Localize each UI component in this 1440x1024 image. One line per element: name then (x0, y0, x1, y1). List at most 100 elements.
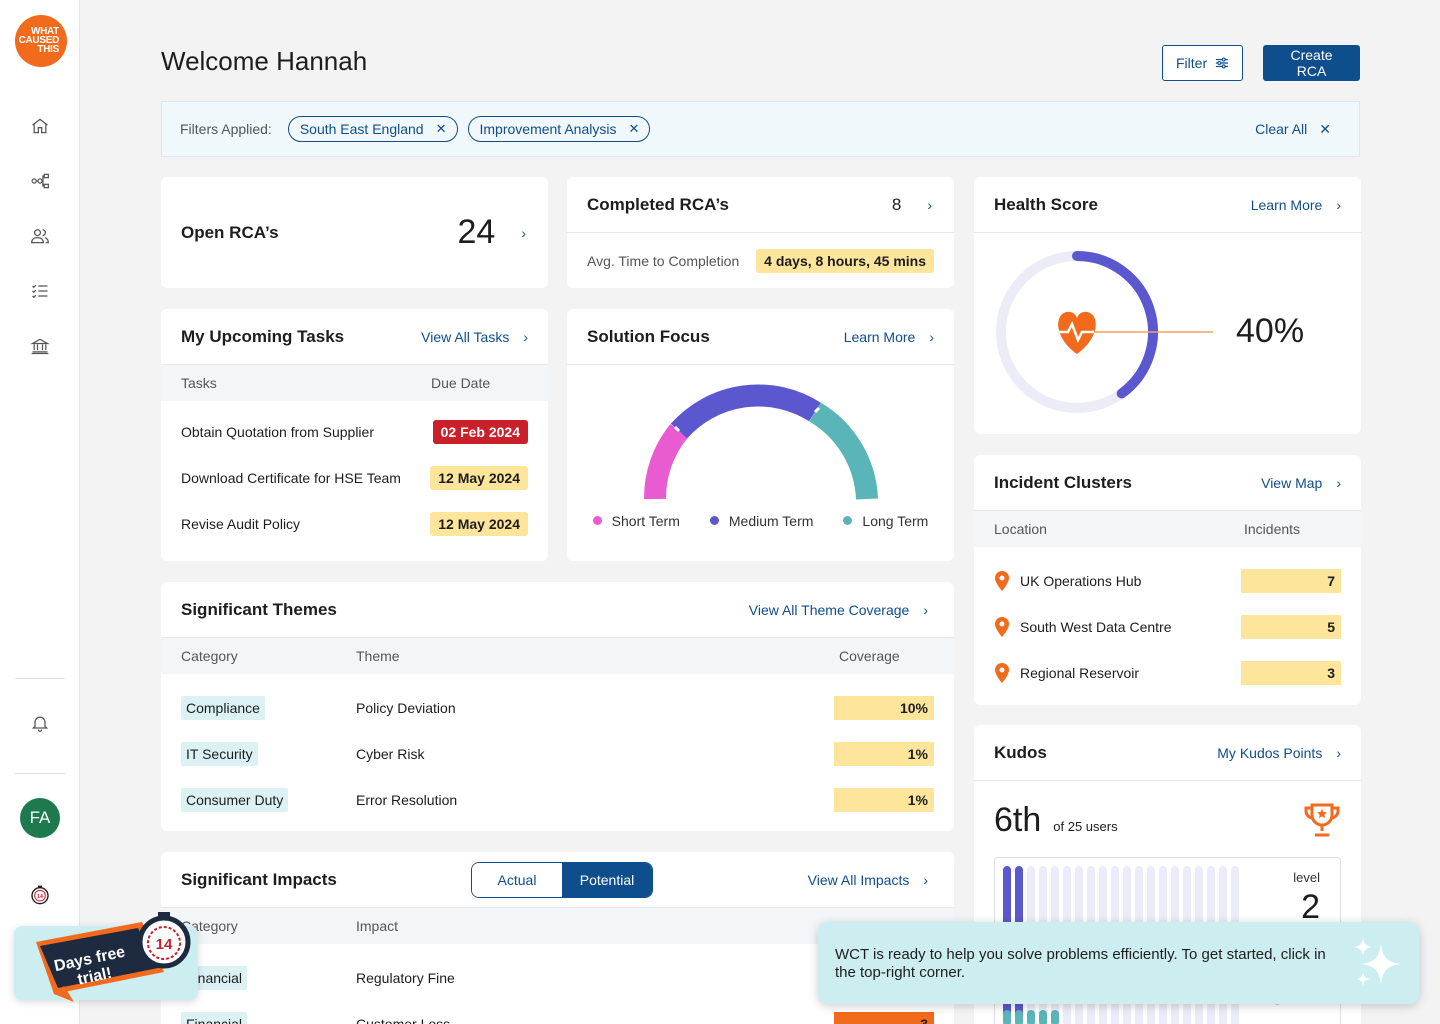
health-learn-more-link[interactable]: Learn More › (1251, 197, 1341, 213)
category-tag: Compliance (181, 696, 265, 720)
trial-line-2: trial! (76, 965, 113, 989)
kudos-rank: 6th (994, 801, 1042, 839)
impact-name: Customer Loss (356, 1016, 451, 1024)
solution-learn-more-link[interactable]: Learn More › (844, 329, 934, 345)
view-map-link[interactable]: View Map › (1261, 475, 1341, 491)
kudos-title: Kudos (994, 742, 1047, 762)
chevron-right-icon: › (923, 601, 928, 618)
kudos-level-label: level (1293, 870, 1320, 885)
chevron-right-icon: › (523, 328, 528, 345)
task-row[interactable]: Download Certificate for HSE Team 12 May … (161, 455, 548, 501)
trial-graphic: Days free trial! 14 (36, 912, 191, 1002)
sparkles-icon (1354, 938, 1401, 986)
solution-focus-gauge (643, 384, 878, 500)
theme-row[interactable]: Consumer Duty Error Resolution 1% (161, 777, 954, 823)
stopwatch-icon: 14 (137, 912, 191, 969)
theme-row[interactable]: IT Security Cyber Risk 1% (161, 731, 954, 777)
impact-value-bar: 3 (834, 1012, 934, 1024)
due-date-badge: 12 May 2024 (430, 512, 528, 536)
incident-clusters-card: Incident Clusters View Map › Location Inc… (974, 455, 1361, 705)
sidebar-divider (15, 773, 65, 774)
cluster-row[interactable]: Regional Reservoir 3 (974, 650, 1361, 696)
view-all-impacts-link[interactable]: View All Impacts › (808, 872, 928, 888)
create-rca-button[interactable]: Create RCA (1263, 45, 1360, 81)
health-score-card: Health Score Learn More › 40% (974, 177, 1361, 434)
filter-chip[interactable]: Improvement Analysis ✕ (467, 116, 651, 142)
chevron-right-icon[interactable]: › (521, 224, 526, 241)
completed-rcas-card[interactable]: Completed RCA’s 8 › Avg. Time to Complet… (567, 177, 954, 288)
chevron-right-icon: › (923, 871, 928, 888)
filter-bar: Filters Applied: South East England ✕ Imp… (161, 101, 1360, 157)
coverage-bar: 10% (834, 696, 934, 720)
cluster-location: South West Data Centre (1020, 619, 1172, 635)
cluster-location: UK Operations Hub (1020, 573, 1142, 589)
chevron-right-icon[interactable]: › (927, 196, 932, 213)
bank-icon[interactable] (28, 334, 52, 358)
incident-count-bar: 5 (1241, 615, 1341, 639)
task-row[interactable]: Revise Audit Policy 12 May 2024 (161, 501, 548, 547)
task-row[interactable]: Obtain Quotation from Supplier 02 Feb 202… (161, 409, 548, 455)
upcoming-tasks-title: My Upcoming Tasks (181, 326, 345, 346)
toggle-potential[interactable]: Potential (562, 863, 652, 897)
actual-potential-toggle[interactable]: Actual Potential (471, 862, 653, 898)
users-icon[interactable] (28, 224, 52, 248)
task-name: Download Certificate for HSE Team (181, 470, 401, 486)
avatar-initials: FA (29, 808, 51, 827)
filter-button[interactable]: Filter (1162, 45, 1243, 81)
home-icon[interactable] (28, 114, 52, 138)
medium-term-arc (670, 384, 821, 439)
heart-pulse-icon (1058, 311, 1096, 354)
sliders-icon (1215, 57, 1229, 69)
map-pin-icon (995, 617, 1009, 637)
open-rcas-card[interactable]: Open RCA’s 24 › (161, 177, 548, 288)
avatar[interactable]: FA (20, 798, 60, 838)
solution-focus-title: Solution Focus (587, 326, 710, 346)
view-all-theme-coverage-label: View All Theme Coverage (748, 601, 910, 618)
view-all-theme-coverage-link[interactable]: View All Theme Coverage › (749, 602, 928, 618)
cluster-row[interactable]: UK Operations Hub 7 (974, 558, 1361, 604)
task-name: Revise Audit Policy (181, 516, 301, 532)
col-coverage: Coverage (839, 648, 900, 664)
col-incidents: Incidents (1244, 521, 1301, 537)
stopwatch-icon[interactable]: 14 (25, 880, 55, 910)
col-location: Location (994, 521, 1047, 537)
trial-days: 14 (156, 936, 173, 953)
significant-themes-card: Significant Themes View All Theme Covera… (161, 582, 954, 831)
significant-themes-title: Significant Themes (181, 599, 337, 619)
col-theme: Theme (356, 648, 400, 664)
health-score-value: 40% (1236, 312, 1304, 350)
trophy-icon (1304, 803, 1340, 836)
checklist-icon[interactable] (28, 279, 52, 303)
theme-row[interactable]: Compliance Policy Deviation 10% (161, 685, 954, 731)
logo[interactable]: WHAT CAUSED THIS (15, 15, 67, 67)
cluster-location: Regional Reservoir (1020, 665, 1140, 681)
sidebar-divider (15, 678, 65, 679)
sidebar: WHAT CAUSED THIS FA 14 (0, 0, 80, 1024)
kudos-level-value: 2 (1301, 888, 1320, 926)
short-term-arc (643, 424, 688, 500)
cluster-row[interactable]: South West Data Centre 5 (974, 604, 1361, 650)
incident-clusters-title: Incident Clusters (994, 472, 1132, 492)
filter-chip[interactable]: South East England ✕ (287, 116, 458, 142)
workflow-icon[interactable] (28, 169, 52, 193)
col-category: Category (181, 918, 238, 934)
legend-label: Medium Term (728, 513, 814, 529)
due-date-badge: 12 May 2024 (430, 466, 528, 490)
legend-label: Long Term (862, 513, 929, 529)
health-gauge-arc (1072, 251, 1158, 399)
close-icon[interactable]: ✕ (628, 121, 640, 136)
onboarding-toast[interactable]: WCT is ready to help you solve problems … (818, 922, 1419, 1004)
impact-row[interactable]: Financial Customer Loss 3 (161, 1001, 954, 1024)
bell-icon[interactable] (28, 711, 52, 735)
health-score-title: Health Score (994, 194, 1098, 214)
my-kudos-points-link[interactable]: My Kudos Points › (1217, 745, 1341, 761)
toggle-actual[interactable]: Actual (472, 863, 562, 897)
map-pin-icon (995, 571, 1009, 591)
clear-all-label: Clear All (1255, 121, 1308, 137)
clear-all-button[interactable]: Clear All ✕ (1255, 121, 1341, 138)
solution-legend: Short Term Medium Term Long Term (567, 513, 954, 529)
close-icon[interactable]: ✕ (435, 121, 447, 136)
trial-badge[interactable]: Days free trial! 14 (14, 912, 198, 1002)
view-all-tasks-link[interactable]: View All Tasks › (421, 329, 528, 345)
task-name: Obtain Quotation from Supplier (181, 424, 374, 440)
